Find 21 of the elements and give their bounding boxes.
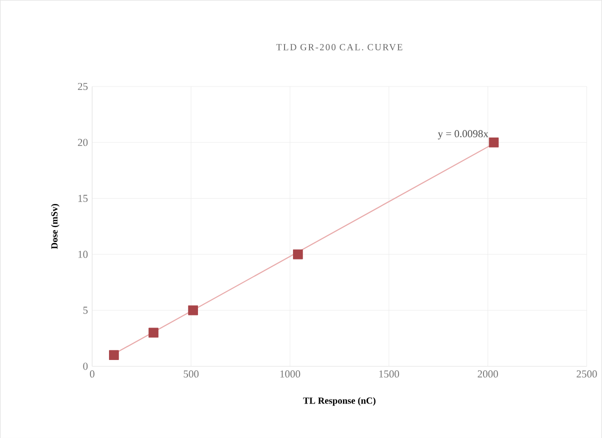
x-tick-label: 500: [184, 370, 199, 378]
y-tick-label: 20: [78, 138, 88, 146]
x-tick-label: 1500: [379, 370, 400, 378]
y-tick-label: 0: [83, 362, 88, 370]
point: [188, 305, 198, 316]
point: [109, 350, 119, 360]
point: [148, 328, 158, 338]
x-axis-title: TL Response (nC): [303, 396, 376, 406]
point: [488, 137, 499, 148]
point: [293, 249, 303, 260]
x-tick-label: 2500: [576, 370, 597, 378]
annotation: y = 0.0098x: [438, 130, 488, 140]
y-tick-label: 10: [78, 250, 88, 258]
y-axis-title: Dose (mSv): [50, 204, 60, 249]
chart-title: TLD GR-200 CAL. CURVE: [276, 44, 402, 50]
x-tick-label: 2000: [478, 370, 498, 378]
x-tick-label: 0: [90, 370, 94, 378]
y-tick-label: 25: [78, 82, 88, 90]
x-tick-label: 1000: [280, 370, 300, 378]
y-tick-label: 15: [78, 194, 88, 202]
y-tick-label: 5: [83, 306, 88, 314]
